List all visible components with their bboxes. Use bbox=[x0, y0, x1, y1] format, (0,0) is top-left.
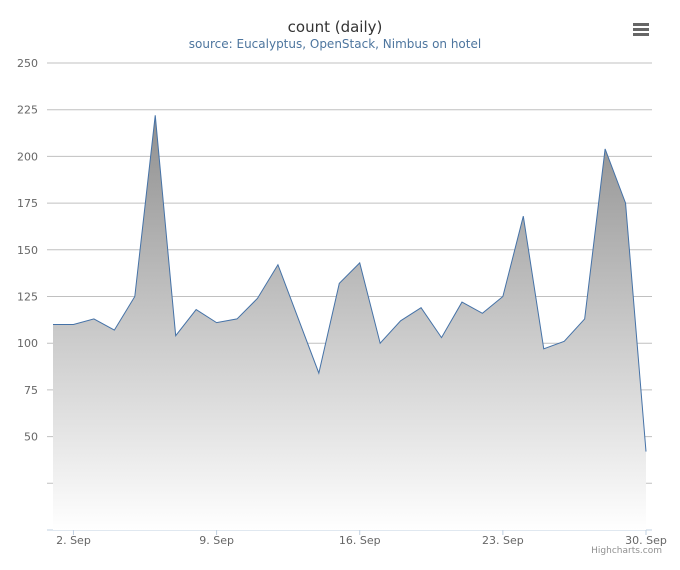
y-tick-label: 125 bbox=[17, 291, 38, 304]
data-point[interactable] bbox=[131, 293, 139, 301]
chart-menu-button[interactable] bbox=[628, 18, 654, 40]
data-point[interactable] bbox=[438, 334, 446, 342]
data-point[interactable] bbox=[274, 261, 282, 269]
data-point[interactable] bbox=[315, 369, 323, 377]
data-point[interactable] bbox=[192, 306, 200, 314]
x-tick-label: 2. Sep bbox=[56, 534, 91, 547]
hamburger-menu-icon bbox=[633, 23, 649, 36]
data-point[interactable] bbox=[499, 293, 507, 301]
series-line bbox=[53, 115, 647, 452]
data-point[interactable] bbox=[356, 259, 364, 267]
data-point[interactable] bbox=[581, 315, 589, 323]
data-point[interactable] bbox=[49, 321, 57, 329]
y-tick-label: 50 bbox=[24, 431, 38, 444]
data-point[interactable] bbox=[417, 304, 425, 312]
data-point[interactable] bbox=[478, 309, 486, 317]
x-tick-label: 30. Sep bbox=[625, 534, 667, 547]
data-point[interactable] bbox=[233, 315, 241, 323]
x-tick-label: 16. Sep bbox=[339, 534, 381, 547]
area-series bbox=[49, 111, 650, 531]
y-tick-label: 100 bbox=[17, 337, 38, 350]
x-axis-ticks: 2. Sep 9. Sep 16. Sep 23. Sep 30. Sep bbox=[56, 530, 667, 547]
data-point[interactable] bbox=[253, 294, 261, 302]
data-point[interactable] bbox=[560, 337, 568, 345]
x-tick-label: 23. Sep bbox=[482, 534, 524, 547]
y-tick-label: 200 bbox=[17, 150, 38, 163]
data-point[interactable] bbox=[110, 326, 118, 334]
data-point[interactable] bbox=[151, 111, 159, 119]
y-axis-ticks: 50 75 100 125 150 175 200 225 250 bbox=[17, 57, 38, 444]
data-point[interactable] bbox=[335, 279, 343, 287]
data-point[interactable] bbox=[601, 145, 609, 153]
chart-title: count (daily) bbox=[288, 18, 383, 36]
area-fill bbox=[53, 115, 646, 531]
y-tick-label: 225 bbox=[17, 104, 38, 117]
y-tick-label: 250 bbox=[17, 57, 38, 70]
y-tick-label: 75 bbox=[24, 384, 38, 397]
chart-subtitle: source: Eucalyptus, OpenStack, Nimbus on… bbox=[189, 37, 481, 51]
data-point[interactable] bbox=[376, 339, 384, 347]
data-point[interactable] bbox=[69, 321, 77, 329]
y-tick-label: 175 bbox=[17, 197, 38, 210]
credits-text[interactable]: Highcharts.com bbox=[591, 546, 662, 556]
data-point[interactable] bbox=[519, 212, 527, 220]
y-tick-label: 150 bbox=[17, 244, 38, 257]
data-point[interactable] bbox=[642, 448, 650, 456]
data-point[interactable] bbox=[622, 199, 630, 207]
data-point[interactable] bbox=[213, 319, 221, 327]
x-tick-label: 9. Sep bbox=[199, 534, 234, 547]
data-point[interactable] bbox=[172, 332, 180, 340]
data-point[interactable] bbox=[458, 298, 466, 306]
data-point[interactable] bbox=[397, 317, 405, 325]
data-point[interactable] bbox=[294, 315, 302, 323]
data-point[interactable] bbox=[540, 345, 548, 353]
data-point[interactable] bbox=[90, 315, 98, 323]
